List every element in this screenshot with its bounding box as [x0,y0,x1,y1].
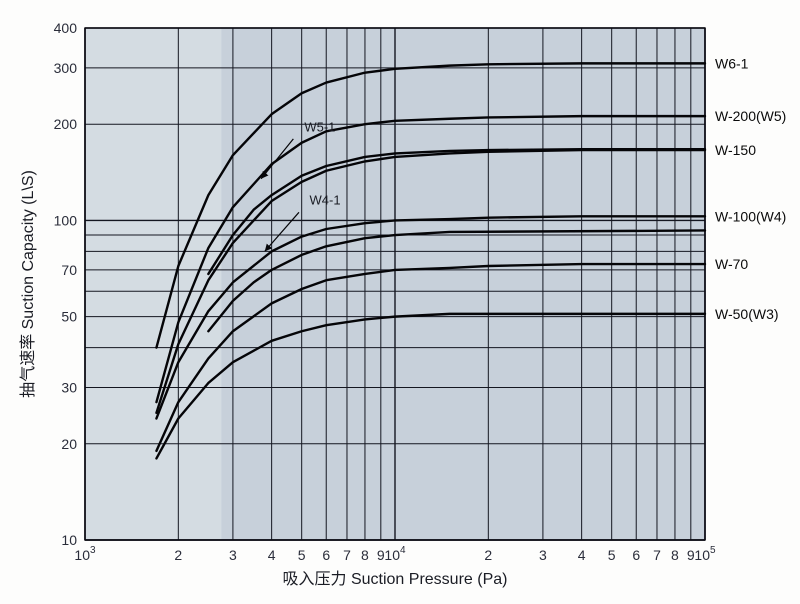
y-tick-label: 200 [54,116,78,132]
series-label: W-200(W5) [715,108,786,124]
x-tick-label: 8 [361,547,369,563]
y-tick-label: 10 [61,532,77,548]
chart-svg: 1020305070100200300400103104105234567892… [0,0,800,604]
y-tick-label: 100 [54,212,78,228]
x-tick-label: 3 [539,547,547,563]
y-tick-label: 400 [54,20,78,36]
x-tick-label: 5 [298,547,306,563]
y-tick-label: 70 [61,262,77,278]
chart-root: 1020305070100200300400103104105234567892… [0,0,800,604]
x-tick-label: 9 [377,547,385,563]
x-tick-label: 8 [671,547,679,563]
x-tick-label: 9 [687,547,695,563]
series-label: W-70 [715,256,748,272]
series-label: W-50(W3) [715,306,779,322]
y-tick-label: 300 [54,60,78,76]
x-tick-label: 4 [268,547,276,563]
callout-label: W4-1 [310,193,341,208]
x-axis-title: 吸入压力 Suction Pressure (Pa) [283,570,508,588]
grid [85,28,705,540]
series-label: W6-1 [715,55,749,71]
x-tick-label: 4 [578,547,586,563]
x-tick-label: 2 [174,547,182,563]
series-label: W-100(W4) [715,208,786,224]
x-tick-label: 6 [632,547,640,563]
x-tick-label: 7 [343,547,351,563]
x-tick-label: 2 [484,547,492,563]
y-tick-label: 50 [61,309,77,325]
series-label: W-150 [715,142,756,158]
y-tick-label: 30 [61,380,77,396]
y-axis-title: 抽气速率 Suction Capacity (L\S) [19,170,37,398]
y-tick-label: 20 [61,436,77,452]
callout-label: W5-1 [304,119,335,134]
x-tick-label: 5 [608,547,616,563]
x-tick-label: 3 [229,547,237,563]
x-tick-label: 6 [322,547,330,563]
x-tick-label: 7 [653,547,661,563]
